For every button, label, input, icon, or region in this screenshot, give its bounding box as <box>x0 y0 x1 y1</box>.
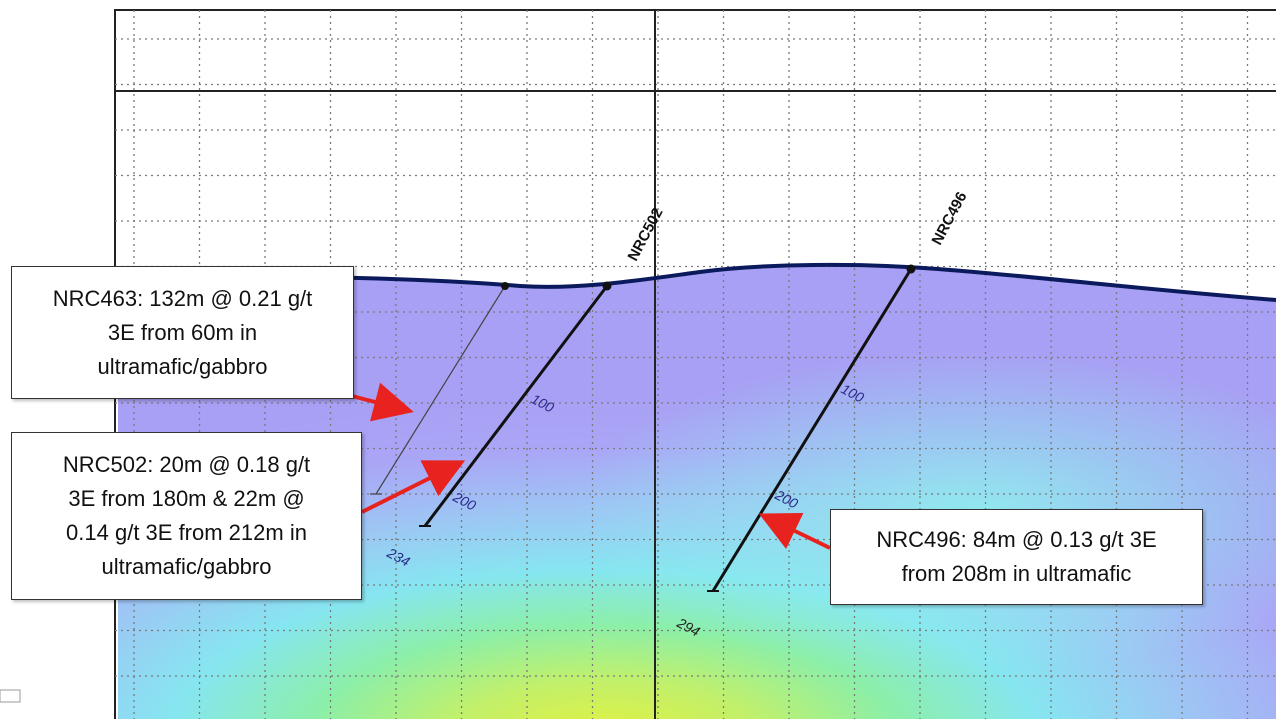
corner-marker <box>0 689 21 703</box>
arrow-nrc496 <box>758 512 831 550</box>
callout-nrc502-line-3: 0.14 g/t 3E from 212m in <box>66 520 307 545</box>
arrow-nrc463 <box>347 382 414 422</box>
callout-nrc502-line-2: 3E from 180m & 22m @ <box>68 486 305 511</box>
callout-nrc502-line-4: ultramafic/gabbro <box>101 554 272 579</box>
callout-nrc463-line-1: NRC463: 132m @ 0.21 g/t <box>52 285 313 311</box>
drill-trace-nrc463 <box>370 282 509 495</box>
callout-nrc496-line-2: from 208m in ultramafic <box>901 561 1132 586</box>
callout-nrc463-line-3: ultramafic/gabbro <box>97 353 268 379</box>
callout-nrc463: NRC463: 132m @ 0.21 g/t 3E from 60m in u… <box>11 266 354 399</box>
callout-nrc502: NRC502: 20m @ 0.18 g/t 3E from 180m & 22… <box>11 432 362 600</box>
callout-nrc496: NRC496: 84m @ 0.13 g/t 3E from 208m in u… <box>830 509 1203 605</box>
callout-nrc463-line-2: 3E from 60m in <box>107 319 258 345</box>
callout-nrc496-line-1: NRC496: 84m @ 0.13 g/t 3E <box>876 527 1157 552</box>
callout-nrc502-line-1: NRC502: 20m @ 0.18 g/t <box>62 452 311 477</box>
arrow-nrc502 <box>361 460 466 514</box>
